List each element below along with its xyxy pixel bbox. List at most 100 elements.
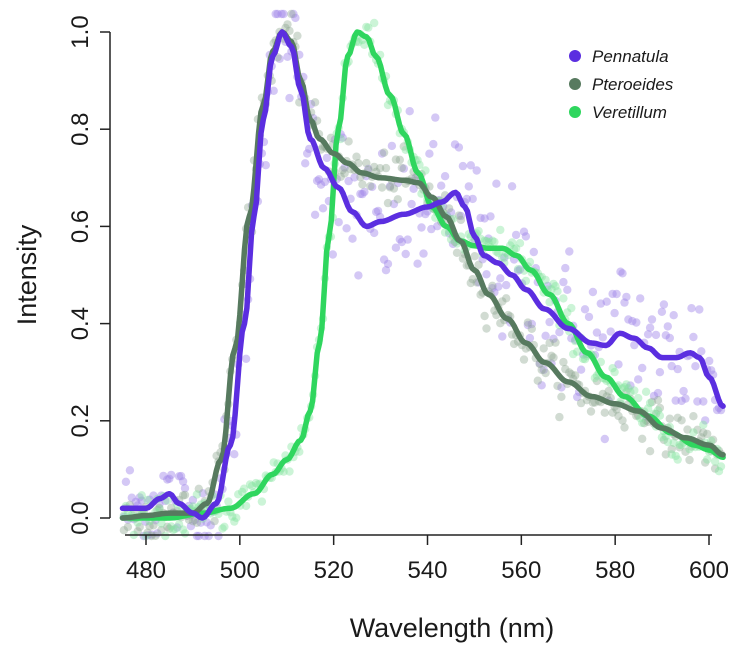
point-pteroeides [474,260,483,269]
point-pteroeides [586,407,596,416]
point-pteroeides [149,521,158,530]
point-pennatula [373,206,383,216]
point-pennatula [125,466,135,475]
point-pennatula [555,328,564,337]
point-pennatula [671,396,680,405]
point-pteroeides [551,338,560,347]
point-pennatula [425,149,434,158]
point-pennatula [545,317,554,327]
point-pteroeides [456,215,466,225]
point-pennatula [165,474,174,483]
point-pteroeides [590,398,600,407]
point-pennatula [385,182,395,191]
point-pennatula [527,319,536,329]
y-axis-ticks: 0.0 0.2 0.4 0.6 0.8 1.0 [67,15,110,535]
point-pennatula [500,253,509,262]
point-pennatula [230,450,239,459]
point-veretillum [525,257,535,267]
point-veretillum [657,433,667,442]
point-pennatula [269,86,278,96]
point-pteroeides [523,318,533,327]
point-veretillum [569,349,578,359]
point-veretillum [608,364,617,373]
y-tick-label-0: 0.0 [67,501,94,534]
legend-label-pennatula: Pennatula [592,47,669,66]
point-pennatula [289,9,298,19]
point-pennatula [513,266,523,275]
point-veretillum [364,23,373,32]
points-pennatula [119,9,726,541]
point-pennatula [529,247,538,257]
point-pteroeides [539,344,548,353]
point-pennatula [312,176,322,185]
point-pennatula [121,477,131,486]
point-pennatula [576,365,586,374]
point-veretillum [541,275,550,285]
point-pennatula [596,299,605,308]
point-pteroeides [612,405,621,414]
point-pennatula [283,52,292,61]
point-pennatula [614,360,623,369]
point-pennatula [377,149,387,158]
point-pteroeides [673,413,682,422]
point-pteroeides [559,357,568,367]
point-veretillum [285,467,294,476]
point-veretillum [573,347,582,356]
point-pennatula [167,470,176,480]
point-veretillum [137,491,146,500]
point-pteroeides [454,211,464,220]
point-pteroeides [340,169,349,178]
point-veretillum [279,467,288,476]
point-pennatula [507,182,517,191]
x-axis-ticks: 480 500 520 540 560 580 600 [126,535,729,584]
point-veretillum [421,166,430,175]
point-veretillum [232,513,241,522]
point-pteroeides [576,398,586,408]
scatter-points [119,9,726,541]
point-pennatula [291,13,300,23]
point-pteroeides [482,324,491,333]
point-pennatula [305,144,314,154]
point-pennatula [494,282,503,291]
point-pennatula [387,141,397,151]
point-pteroeides [119,526,129,535]
point-veretillum [171,524,180,534]
point-pteroeides [645,447,655,456]
point-pteroeides [155,503,164,513]
point-veretillum [663,437,672,447]
point-pteroeides [397,163,406,172]
point-pteroeides [571,371,580,380]
point-pteroeides [533,376,542,385]
point-pennatula [616,267,625,276]
point-pennatula [701,416,710,425]
point-veretillum [622,380,631,389]
point-pteroeides [509,339,519,349]
point-pennatula [173,523,182,532]
point-pennatula [525,333,535,343]
point-pteroeides [180,490,190,500]
point-veretillum [667,450,676,459]
point-pennatula [407,199,416,209]
point-veretillum [220,522,229,531]
point-pennatula [502,280,511,290]
point-pennatula [214,531,223,541]
point-veretillum [482,236,491,246]
point-pteroeides [194,484,203,493]
point-pennatula [588,287,598,297]
point-pennatula [689,332,698,342]
point-pteroeides [653,396,663,405]
point-pennatula [707,366,716,375]
point-pennatula [421,209,430,219]
point-pennatula [521,232,531,241]
point-pteroeides [470,252,479,261]
point-pteroeides [640,419,649,428]
point-pteroeides [389,184,399,193]
point-veretillum [362,22,371,32]
point-veretillum [716,462,726,471]
point-pennatula [314,175,324,184]
point-pteroeides [685,455,694,465]
point-veretillum [714,467,724,476]
point-pteroeides [681,447,690,456]
point-veretillum [699,420,708,429]
point-pteroeides [498,297,507,306]
